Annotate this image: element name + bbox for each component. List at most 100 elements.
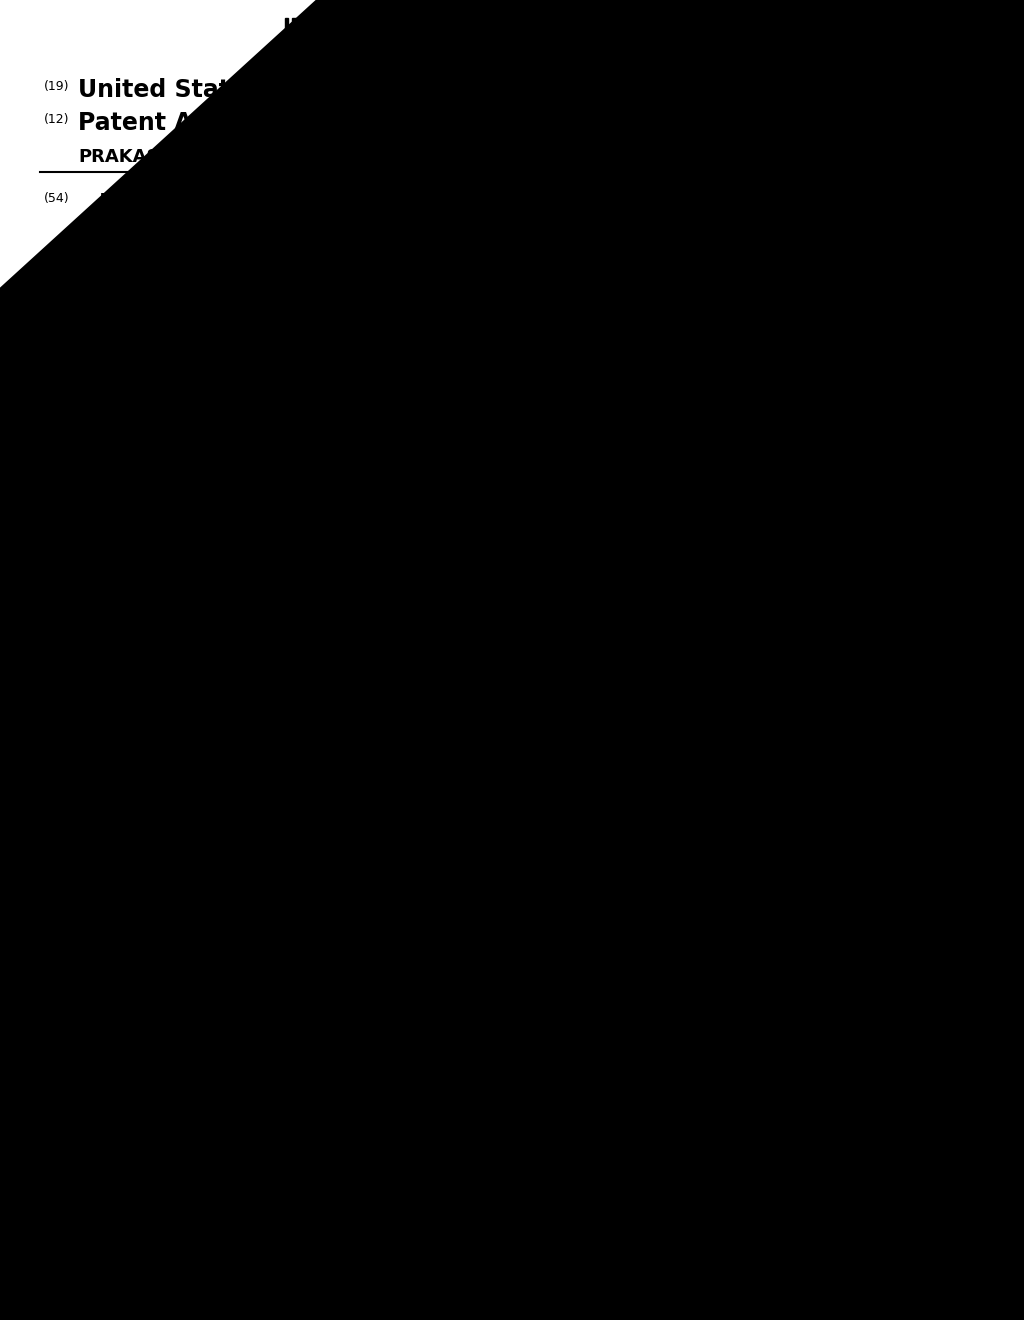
Bar [419,18,421,55]
Bar [469,18,473,55]
Text: applied over the hole injection layer. A first electrolumines-: applied over the hole injection layer. A… [462,436,834,447]
Text: rial.: rial. [462,572,485,583]
Bar [673,18,675,55]
Text: B05D 5/06: B05D 5/06 [520,279,593,290]
Bar [700,18,703,55]
Bar [601,18,604,55]
Text: (21): (21) [44,424,70,437]
Bar [659,18,662,55]
Text: Related U.S. Application Data: Related U.S. Application Data [67,488,273,502]
Text: WILMINGTON, DE 19805 (US): WILMINGTON, DE 19805 (US) [100,396,304,409]
Bar [625,18,628,55]
Text: (76): (76) [44,257,70,271]
Bar [646,18,651,55]
Text: 160: 160 [735,792,764,807]
Text: US 2008/0286566 A1: US 2008/0286566 A1 [572,114,800,132]
Bar [275,1060,635,1148]
Text: Pub. No.:: Pub. No.: [492,115,579,133]
Text: CA (US): CA (US) [180,276,228,289]
Text: LIGHT-EMITTING DIODE AND DEVICES: LIGHT-EMITTING DIODE AND DEVICES [100,210,360,223]
Text: Inventor:: Inventor: [100,257,156,271]
Bar [293,18,296,55]
Bar [615,18,621,55]
Text: (51): (51) [462,222,487,235]
Bar [425,18,428,55]
Bar [731,18,732,55]
Bar [693,18,697,55]
Text: layer. The hole injection material has a conductive polymer: layer. The hole injection material has a… [462,401,835,414]
Bar [535,18,537,55]
Bar [275,1148,635,1185]
Bar [430,18,434,55]
Text: Patent Application Publication: Patent Application Publication [78,111,483,135]
Text: Nov. 20, 2008: Nov. 20, 2008 [572,147,722,165]
Text: 12/121,376: 12/121,376 [220,424,292,437]
Bar [584,18,585,55]
Text: ABSTRACT: ABSTRACT [679,327,761,342]
Text: nescent material is applied overall, followed by deposition of: nescent material is applied overall, fol… [462,520,844,533]
Text: (43): (43) [460,148,485,161]
Bar [530,18,534,55]
Text: 100: 100 [530,671,561,689]
Bar [513,18,517,55]
Bar [371,18,375,55]
Text: Correspondence Address:: Correspondence Address: [100,306,260,319]
Bar [303,18,305,55]
Bar [309,18,313,55]
Bar [611,18,613,55]
Bar [555,18,556,55]
Bar [665,18,669,55]
Text: BARLEY MILL  PLAZA 25/1122B, 4417 LAN-: BARLEY MILL PLAZA 25/1122B, 4417 LAN- [100,360,398,374]
Bar [505,18,509,55]
Text: U.S. Cl.  .............................  428/332; 427/66; 428/690: U.S. Cl. ............................. 4… [498,300,844,313]
Text: 140: 140 [735,932,764,946]
Text: 18, 2007.: 18, 2007. [100,528,160,541]
Bar [522,18,527,55]
Bar [594,18,599,55]
Text: (19): (19) [44,81,70,92]
Text: diode device having first, second, and third subpixel areas. In: diode device having first, second, and t… [462,367,849,380]
Bar [709,18,713,55]
Text: There is provided a new process for forming a light-emitting: There is provided a new process for form… [462,350,839,363]
Text: US 20080286566A1: US 20080286566A1 [450,59,574,73]
Bar [275,968,635,1060]
Text: PROCESS FOR FORMING AN ORGANIC: PROCESS FOR FORMING AN ORGANIC [100,191,361,205]
Text: 120: 120 [735,1097,764,1111]
Bar [323,18,328,55]
Bar [481,18,482,55]
Bar [275,909,635,968]
Bar [413,18,416,55]
Bar [608,18,610,55]
Text: CASTER PIKE: CASTER PIKE [100,378,190,391]
Bar [275,858,635,909]
Bar [494,18,498,55]
Text: (57): (57) [462,327,487,341]
Bar [349,18,351,55]
Bar [361,18,364,55]
Text: color different from that of the first electroluminescent mate-: color different from that of the first e… [462,554,847,568]
Bar [734,18,739,55]
Text: H05B 33/14: H05B 33/14 [520,242,601,255]
Text: (2006.01): (2006.01) [720,260,781,273]
Bar [715,18,718,55]
Bar [344,18,347,55]
Bar [464,18,466,55]
Text: (52): (52) [462,300,487,313]
Text: Filed:: Filed: [100,451,133,465]
Text: is either red or green, is applied to the second subpixel areas.: is either red or green, is applied to th… [462,486,851,499]
Text: 243: 243 [416,1261,444,1275]
Bar [383,18,387,55]
Bar [581,18,582,55]
Text: , Santa Barbara,: , Santa Barbara, [310,257,413,271]
Bar [354,18,357,55]
Text: Int. Cl.: Int. Cl. [498,222,545,235]
Bar [655,18,657,55]
Bar [721,18,723,55]
Bar [500,18,501,55]
Bar [438,18,443,55]
Text: SHIVA PRAKASH: SHIVA PRAKASH [180,257,294,271]
Text: Provisional application No. 60/938,842, filed on May: Provisional application No. 60/938,842, … [100,510,426,523]
Text: May 15, 2008: May 15, 2008 [220,451,314,465]
Text: (2006.01): (2006.01) [720,279,781,290]
Bar [377,18,378,55]
